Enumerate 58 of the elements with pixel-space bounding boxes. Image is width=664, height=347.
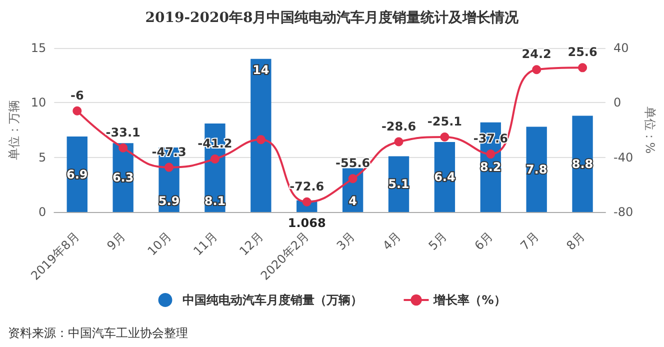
- data-label: 8.8: [572, 156, 594, 171]
- point: [486, 150, 496, 159]
- data-label: 8.1: [204, 194, 226, 208]
- data-label: 5.1: [388, 177, 410, 192]
- y-tick-label: 0: [38, 205, 46, 219]
- x-tick-label: 5月: [426, 229, 450, 253]
- y2-tick-label: 0: [614, 96, 622, 110]
- y-tick-label: 15: [30, 41, 46, 55]
- x-tick-label: 10月: [144, 229, 174, 258]
- y-axis-title: 单位：万辆: [7, 100, 21, 160]
- point: [210, 154, 220, 164]
- data-label: 5.9: [158, 194, 180, 208]
- chart-title: 2019-2020年8月中国纯电动汽车月度销量统计及增长情况: [145, 9, 520, 26]
- text: 资料来源：中国汽车工业协会整理: [8, 326, 188, 340]
- y2-tick-label: 40: [614, 41, 629, 55]
- x-tick-label: 3月: [334, 229, 358, 253]
- bar: [526, 126, 547, 212]
- data-label: 6.4: [434, 170, 456, 184]
- x-tick-label: 6月: [472, 229, 496, 253]
- y2-tick-label: -80: [614, 205, 634, 219]
- data-label: 7.8: [526, 162, 548, 176]
- data-label: -72.6: [290, 179, 324, 194]
- point: [532, 65, 542, 74]
- y2-tick-label: -40: [614, 150, 634, 164]
- point: [394, 137, 404, 146]
- legend-label: 中国纯电动汽车月度销量（万辆）: [182, 293, 363, 307]
- point: [348, 174, 358, 184]
- x-tick-label: 9月: [104, 229, 128, 253]
- data-label: 4: [348, 194, 357, 208]
- y-tick-label: 5: [38, 150, 46, 164]
- data-label: 8.2: [480, 160, 502, 174]
- data-label: -25.1: [427, 114, 462, 128]
- data-label: -28.6: [381, 119, 416, 134]
- data-label: 24.2: [522, 47, 552, 62]
- data-label: -55.6: [336, 156, 370, 170]
- data-label: -6: [70, 88, 84, 102]
- x-tick-label: 8月: [564, 229, 588, 253]
- point: [118, 143, 128, 152]
- y-tick-label: 10: [30, 96, 46, 110]
- x-tick-label: 7月: [518, 229, 542, 253]
- data-label: 1.068: [288, 216, 326, 230]
- data-label: 25.6: [568, 45, 598, 60]
- bar: [572, 116, 593, 212]
- bar: [250, 58, 272, 212]
- data-label: 14: [252, 62, 270, 77]
- point: [256, 135, 266, 144]
- point: [578, 63, 588, 72]
- point: [72, 106, 82, 116]
- point: [164, 162, 174, 172]
- data-label: -33.1: [106, 125, 140, 140]
- data-label: 6.9: [66, 167, 88, 182]
- x-tick-label: 11月: [190, 229, 220, 258]
- y2-axis-title: 单位：%: [643, 106, 657, 154]
- x-tick-label: 12月: [236, 229, 266, 258]
- point: [440, 132, 450, 142]
- x-tick-label: 4月: [380, 229, 404, 253]
- data-label: 6.3: [112, 170, 134, 185]
- legend-label: 增长率（%）: [432, 293, 506, 307]
